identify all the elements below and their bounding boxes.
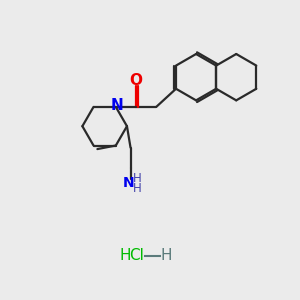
Text: H: H [133, 182, 141, 195]
Text: N: N [111, 98, 124, 113]
Text: O: O [130, 73, 142, 88]
Text: N: N [122, 176, 134, 190]
Text: H: H [133, 172, 141, 185]
Text: H: H [160, 248, 172, 263]
Text: Cl: Cl [129, 248, 144, 263]
Text: H: H [120, 248, 131, 263]
